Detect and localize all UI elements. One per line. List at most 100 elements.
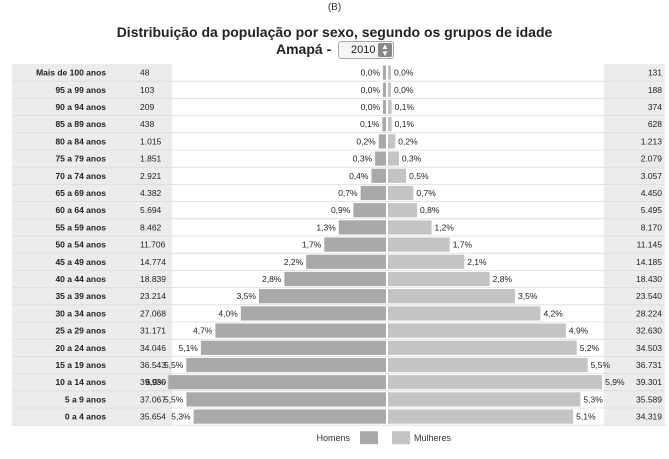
- women-percent-label: 0,0%: [394, 85, 414, 95]
- age-group-label: 10 a 14 anos: [55, 377, 106, 387]
- women-percent-label: 3,5%: [518, 291, 538, 301]
- men-bar: [258, 289, 386, 304]
- men-count-label: 27.068: [140, 308, 166, 318]
- women-percent-label: 0,8%: [420, 205, 440, 215]
- age-group-label: 50 a 54 anos: [55, 240, 106, 250]
- men-bar: [382, 117, 386, 132]
- age-group-label: 65 a 69 anos: [55, 188, 106, 198]
- legend-men-swatch: [360, 431, 378, 445]
- men-count-label: 39.930: [140, 377, 166, 387]
- men-bar: [383, 82, 386, 97]
- women-bar: [388, 65, 391, 80]
- men-count-label: 103: [140, 85, 154, 95]
- women-bar: [388, 357, 588, 373]
- women-bar: [388, 151, 399, 166]
- women-bar: [388, 392, 581, 407]
- men-count-label: 4.382: [140, 188, 162, 198]
- age-group-label: 35 a 39 anos: [55, 291, 106, 301]
- women-bar: [388, 117, 392, 132]
- women-percent-label: 1,7%: [453, 240, 473, 250]
- women-bar: [388, 237, 450, 252]
- men-bar: [383, 99, 386, 115]
- age-group-label: 45 a 49 anos: [55, 257, 106, 267]
- location-label: Amapá -: [276, 41, 332, 57]
- women-bar: [388, 289, 516, 304]
- age-group-label: 75 a 79 anos: [55, 154, 106, 164]
- men-count-label: 35.654: [140, 412, 166, 422]
- year-select-value: 2010: [351, 44, 376, 56]
- men-percent-label: 0,0%: [361, 85, 381, 95]
- women-count-label: 34.503: [636, 343, 662, 353]
- men-count-label: 1.015: [140, 136, 162, 146]
- women-bar: [388, 168, 407, 183]
- women-percent-label: 0,0%: [394, 68, 414, 78]
- men-count-label: 5.694: [140, 205, 162, 215]
- women-percent-label: 0,2%: [398, 136, 418, 146]
- men-percent-label: 4,0%: [218, 308, 238, 318]
- age-group-label: 5 a 9 anos: [65, 394, 106, 404]
- men-bar: [240, 306, 386, 321]
- men-bar: [324, 237, 386, 252]
- men-percent-label: 0,7%: [338, 188, 358, 198]
- men-count-label: 36.543: [140, 360, 166, 370]
- age-group-label: 95 a 99 anos: [55, 85, 106, 95]
- men-bar: [306, 254, 386, 269]
- left-label-panel: [12, 64, 172, 426]
- age-group-label: 70 a 74 anos: [55, 171, 106, 181]
- women-percent-label: 2,1%: [467, 257, 487, 267]
- women-count-label: 2.079: [641, 154, 663, 164]
- men-percent-label: 5,5%: [164, 360, 184, 370]
- women-percent-label: 0,1%: [395, 119, 415, 129]
- age-group-label: 80 a 84 anos: [55, 136, 106, 146]
- men-bar: [360, 185, 386, 201]
- women-bar: [388, 271, 490, 287]
- women-percent-label: 0,1%: [395, 102, 415, 112]
- men-bar: [383, 65, 386, 80]
- women-count-label: 188: [648, 85, 662, 95]
- age-group-label: 55 a 59 anos: [55, 222, 106, 232]
- women-count-label: 374: [648, 102, 662, 112]
- men-percent-label: 5,1%: [178, 343, 198, 353]
- men-bar: [375, 151, 386, 166]
- men-bar: [338, 220, 386, 235]
- men-count-label: 1.851: [140, 154, 162, 164]
- men-bar: [186, 357, 386, 373]
- women-percent-label: 5,1%: [576, 412, 596, 422]
- men-bar: [193, 409, 386, 424]
- men-count-label: 18.839: [140, 274, 166, 284]
- men-percent-label: 0,9%: [331, 205, 351, 215]
- women-count-label: 11.145: [637, 240, 663, 250]
- men-bar: [284, 271, 386, 287]
- women-percent-label: 5,3%: [583, 394, 603, 404]
- women-percent-label: 5,5%: [591, 360, 611, 370]
- age-group-label: 85 a 89 anos: [55, 119, 106, 129]
- age-group-label: 60 a 64 anos: [55, 205, 106, 215]
- men-percent-label: 0,0%: [361, 68, 381, 78]
- legend-men-label: Homens: [316, 433, 350, 443]
- men-bar: [378, 134, 386, 149]
- men-percent-label: 0,4%: [349, 171, 369, 181]
- women-bar: [388, 185, 414, 201]
- age-group-label: 15 a 19 anos: [55, 360, 106, 370]
- men-bar: [215, 323, 386, 338]
- women-bar: [388, 409, 574, 424]
- men-percent-label: 0,3%: [353, 154, 373, 164]
- year-select[interactable]: 2010 ▲ ▼: [338, 41, 394, 59]
- women-count-label: 3.057: [641, 171, 663, 181]
- age-group-label: 20 a 24 anos: [55, 343, 106, 353]
- women-bar: [388, 220, 432, 235]
- men-percent-label: 3,5%: [237, 291, 257, 301]
- age-group-label: 25 a 29 anos: [55, 326, 106, 336]
- men-count-label: 2.921: [140, 171, 162, 181]
- women-bar: [388, 99, 392, 115]
- women-count-label: 18.430: [636, 274, 662, 284]
- women-bar: [388, 134, 396, 149]
- women-count-label: 5.495: [641, 205, 663, 215]
- women-bar: [388, 82, 391, 97]
- men-count-label: 34.046: [140, 343, 166, 353]
- women-percent-label: 1,2%: [435, 222, 455, 232]
- age-group-label: Mais de 100 anos: [36, 68, 106, 78]
- men-bar: [371, 168, 386, 183]
- women-percent-label: 0,3%: [402, 154, 422, 164]
